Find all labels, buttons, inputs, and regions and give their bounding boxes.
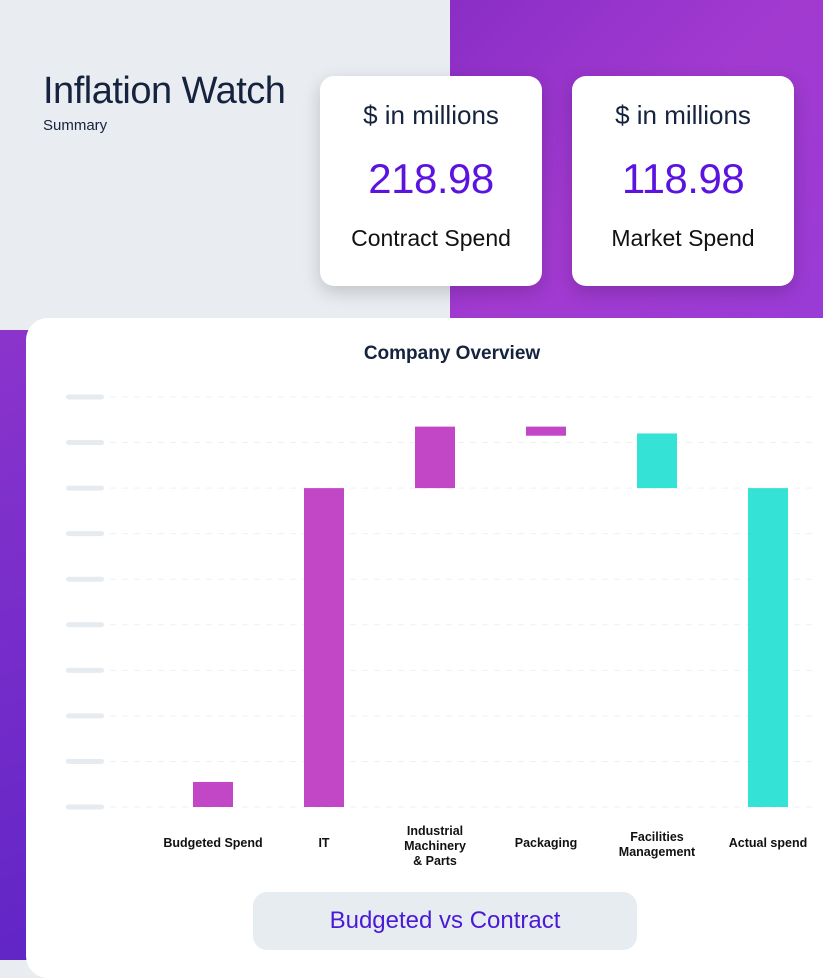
kpi-unit: $ in millions xyxy=(615,100,751,130)
kpi-label: Contract Spend xyxy=(351,225,511,251)
budgeted-vs-contract-button[interactable]: Budgeted vs Contract xyxy=(253,892,637,950)
bar-packaging xyxy=(526,426,566,436)
page-title: Inflation Watch xyxy=(43,70,286,112)
kpi-value: 218.98 xyxy=(368,155,494,202)
header: Inflation Watch Summary xyxy=(43,70,286,134)
x-tick-label: Management xyxy=(619,845,696,859)
x-tick-label: IT xyxy=(318,836,329,850)
kpi-card-contract-spend: $ in millions 218.98 Contract Spend xyxy=(320,76,542,286)
y-tick-placeholder xyxy=(66,531,104,537)
y-tick-placeholder xyxy=(66,667,104,673)
chart-title: Company Overview xyxy=(363,343,541,364)
kpi-value: 118.98 xyxy=(621,155,745,202)
kpi-card-market-spend: $ in millions 118.98 Market Spend xyxy=(572,76,794,286)
x-tick-label: Machinery xyxy=(404,839,466,853)
page-subtitle: Summary xyxy=(43,117,108,134)
y-tick-placeholder xyxy=(66,622,104,628)
bar-budgeted-spend xyxy=(193,781,233,807)
chart-bars xyxy=(193,426,788,807)
x-tick-label: & Parts xyxy=(413,854,457,868)
bar-actual-spend xyxy=(748,488,788,807)
x-tick-label: Packaging xyxy=(515,836,578,850)
chart-grid xyxy=(66,394,815,810)
y-tick-placeholder xyxy=(66,576,104,582)
y-tick-placeholder xyxy=(66,485,104,491)
x-tick-label: Facilities xyxy=(630,830,684,844)
kpi-unit: $ in millions xyxy=(363,100,499,130)
x-tick-label: Actual spend xyxy=(729,836,808,850)
y-tick-placeholder xyxy=(66,440,104,446)
x-tick-label: Budgeted Spend xyxy=(163,836,262,850)
bar-industrial-machinery-parts xyxy=(415,426,455,489)
y-tick-placeholder xyxy=(66,804,104,810)
bar-it xyxy=(304,488,344,807)
kpi-label: Market Spend xyxy=(611,225,755,251)
y-tick-placeholder xyxy=(66,713,104,719)
y-tick-placeholder xyxy=(66,394,104,400)
bar-facilities-management xyxy=(637,433,677,489)
y-tick-placeholder xyxy=(66,758,104,764)
x-tick-label: Industrial xyxy=(407,824,463,838)
